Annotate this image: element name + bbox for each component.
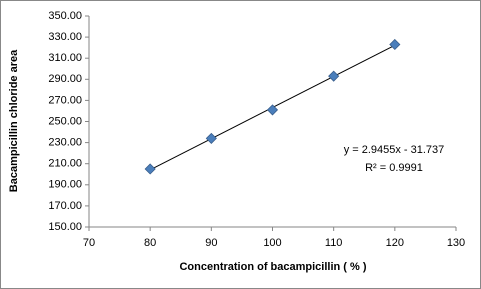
x-tick-label: 80 xyxy=(144,237,156,249)
y-tick-label: 350.00 xyxy=(48,10,82,22)
x-tick-label: 130 xyxy=(447,237,465,249)
point xyxy=(144,163,156,175)
point xyxy=(328,70,340,82)
y-tick-label: 250.00 xyxy=(48,115,82,127)
equation: y = 2.9455x - 31.737 xyxy=(344,144,445,156)
y-tick-label: 150.00 xyxy=(48,221,82,233)
r-squared: R² = 0.9991 xyxy=(365,162,423,174)
x-tick-label: 90 xyxy=(205,237,217,249)
x-tick-label: 110 xyxy=(325,237,343,249)
point xyxy=(266,104,279,116)
y-tick-label: 270.00 xyxy=(48,94,82,106)
y-tick-label: 170.00 xyxy=(48,200,82,212)
point xyxy=(389,38,401,51)
y-tick-label: 230.00 xyxy=(48,137,82,149)
point xyxy=(205,132,217,144)
x-tick-label: 120 xyxy=(386,237,404,249)
y-tick-label: 290.00 xyxy=(48,73,82,85)
x-axis-title: Concentration of bacampicillin ( % ) xyxy=(179,261,366,273)
y-tick-label: 330.00 xyxy=(48,31,82,43)
y-tick-label: 310.00 xyxy=(48,52,82,64)
y-axis-title: Bacampicillin chloride area xyxy=(8,49,20,192)
y-tick-label: 190.00 xyxy=(48,179,82,191)
y-tick-label: 210.00 xyxy=(48,158,82,170)
x-tick-label: 70 xyxy=(83,237,95,249)
x-tick-label: 100 xyxy=(263,237,281,249)
